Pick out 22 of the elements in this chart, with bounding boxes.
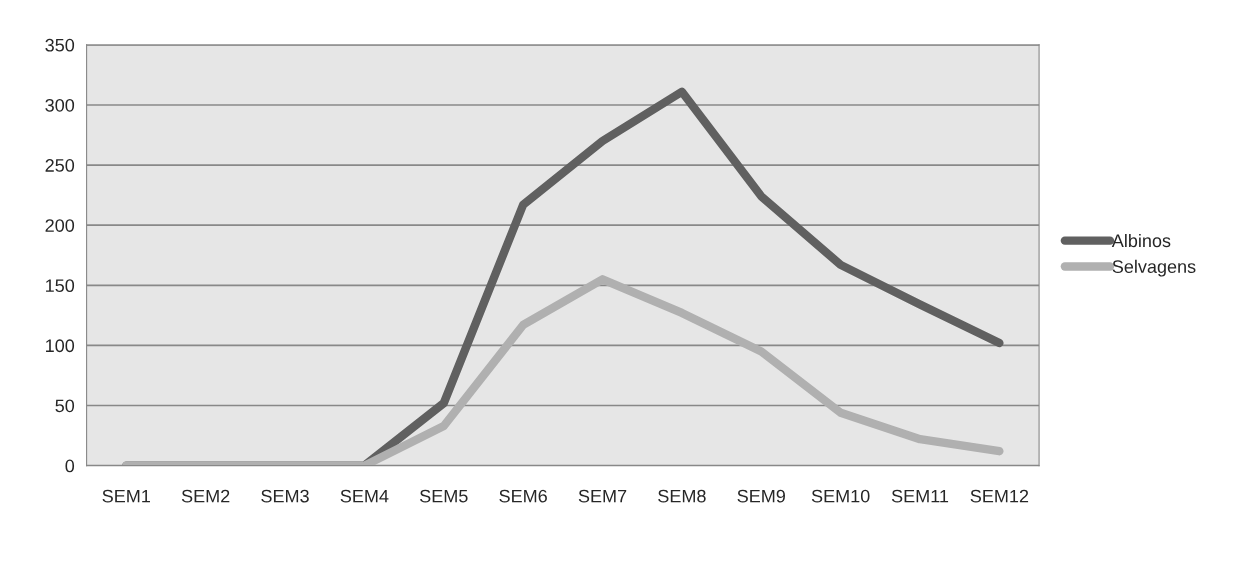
x-tick-label: SEM11 (891, 489, 949, 503)
y-tick-label: 50 (55, 399, 75, 413)
y-tick-label: 100 (46, 339, 75, 353)
x-tick-label: SEM8 (658, 489, 706, 503)
y-tick-label: 200 (45, 219, 75, 232)
x-tick-label: SEM2 (181, 489, 230, 503)
x-tick-label: SEM5 (420, 489, 468, 503)
y-tick-label: 0 (65, 459, 75, 473)
y-tick-label: 150 (46, 279, 75, 293)
x-tick-label: SEM12 (970, 489, 1029, 503)
x-tick-label: SEM9 (737, 489, 785, 503)
x-tick-label: SEM7 (578, 489, 627, 503)
y-tick-label: 250 (45, 159, 75, 172)
x-tick-label: SEM4 (340, 489, 389, 503)
x-tick-label: SEM6 (499, 489, 547, 503)
y-tick-label: 350 (45, 38, 75, 52)
x-tick-label: SEM10 (811, 489, 870, 503)
x-tick-label: SEM1 (102, 489, 150, 503)
x-tick-label: SEM3 (261, 489, 309, 503)
y-tick-label: 300 (45, 98, 75, 112)
legend-label: Selvagens (1112, 259, 1196, 277)
legend-label: Albinos (1111, 233, 1171, 248)
